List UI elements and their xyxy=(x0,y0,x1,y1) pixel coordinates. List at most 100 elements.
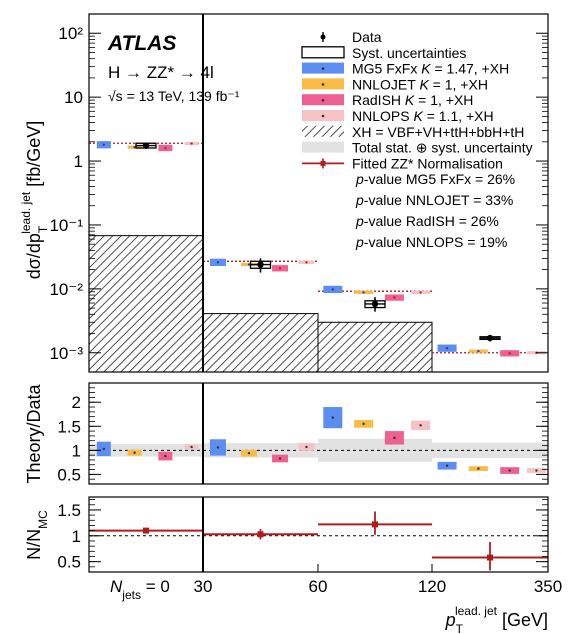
ratio-total-uncertainty-band xyxy=(432,442,548,459)
legend-syst-box xyxy=(301,46,345,59)
pvalue-label: p-value NNLOPS = 19% xyxy=(355,234,507,250)
legend-label: NNLOPS K = 1.1, +XH xyxy=(352,108,494,124)
legend-label: Fitted ZZ* Normalisation xyxy=(352,155,503,171)
main-y-axis-label: dσ/dpTlead. jet [fb/GeV] xyxy=(19,121,50,280)
njets-value: = 0 xyxy=(141,577,170,596)
prediction-marker xyxy=(164,146,167,150)
legend-fitted-marker xyxy=(320,160,326,166)
xh-hatched-bin xyxy=(88,235,204,373)
prediction-marker xyxy=(362,291,365,294)
ratio-prediction-marker xyxy=(393,436,396,440)
pvalue-label: p-value RadISH = 26% xyxy=(355,213,499,229)
main-y-axis-label-sub: T xyxy=(36,225,50,233)
legend-label: Syst. uncertainties xyxy=(352,45,466,61)
data-point xyxy=(371,300,379,308)
ratio-prediction-marker xyxy=(216,446,220,449)
legend-color-dot xyxy=(321,83,325,86)
y-tick-label: 10⁻³ xyxy=(49,344,83,363)
prediction-marker xyxy=(278,267,282,270)
njets-symbol: N xyxy=(110,577,123,596)
norm-y-tick-label: 1.5 xyxy=(57,501,81,520)
pvalue-label: p-value NNLOJET = 33% xyxy=(355,192,513,208)
legend-color-dot xyxy=(321,67,325,70)
pvalue-prefix: p xyxy=(355,213,364,229)
prediction-marker xyxy=(419,291,422,294)
legend-label-rest: = 1.1, +XH xyxy=(423,108,494,124)
process-label: H → ZZ* → 4l xyxy=(108,63,214,82)
x-tick-label: 120 xyxy=(418,577,446,596)
prediction-marker xyxy=(508,352,511,355)
experiment-label: ATLAS xyxy=(107,32,176,55)
ratio-total-uncertainty-band xyxy=(203,443,318,458)
ratio-prediction-marker xyxy=(477,467,480,470)
ratio-prediction-marker xyxy=(535,469,538,472)
legend-grey-box xyxy=(302,141,344,153)
legend-label: RadISH K = 1, +XH xyxy=(352,92,473,108)
norm-y-tick-label: 1 xyxy=(72,527,81,546)
x-axis-label-unit: [GeV] xyxy=(497,610,548,630)
ratio-y-tick-label: 0.5 xyxy=(57,465,81,484)
main-frame xyxy=(88,13,549,373)
x-axis-label-sup: lead. jet xyxy=(455,604,498,618)
legend-label: Data xyxy=(352,29,382,45)
norm-point xyxy=(257,531,264,538)
norm-point xyxy=(143,527,149,534)
data-point xyxy=(486,334,494,342)
ratio-prediction-marker xyxy=(362,422,365,426)
legend-label-italic: K xyxy=(421,61,431,77)
norm-y-axis-label: N/NMC xyxy=(24,510,50,560)
xh-hatched-bin xyxy=(317,321,433,373)
prediction-marker xyxy=(445,346,449,350)
prediction-marker xyxy=(247,263,251,266)
data-point xyxy=(257,261,264,268)
prediction-marker xyxy=(477,349,480,353)
legend-label-italic: K xyxy=(413,108,423,124)
legend-label-rest: = 1, +XH xyxy=(429,76,488,92)
legend-color-dot xyxy=(321,114,325,118)
pvalue-prefix: p xyxy=(355,192,364,208)
y-tick-label: 10⁻² xyxy=(49,280,83,299)
x-axis-label: pTlead. jet [GeV] xyxy=(445,604,548,634)
main-panel: 10⁻³ 10⁻² 10⁻¹ 1 10 10² dσ/dpTlead. jet [fb/Ge… xyxy=(19,13,549,373)
main-y-axis-label-sup: lead. jet xyxy=(19,191,33,234)
ratio-prediction-marker xyxy=(508,469,511,472)
ratio-frame xyxy=(88,382,549,485)
norm-point xyxy=(372,521,378,528)
prediction-marker xyxy=(393,296,396,299)
ratio-prediction-marker xyxy=(445,464,449,467)
ratio-prediction-marker xyxy=(419,424,422,427)
ratio-y-tick-label: 1 xyxy=(72,441,81,460)
norm-y-tick-label: 0.5 xyxy=(57,553,81,572)
ratio-prediction-marker xyxy=(278,457,282,460)
legend-label-rest: = 1, +XH xyxy=(414,92,473,108)
prediction-marker xyxy=(216,261,220,264)
y-tick-label: 10⁻¹ xyxy=(49,216,83,235)
ratio-y-tick-label: 1.5 xyxy=(57,417,81,436)
legend-label-italic: K xyxy=(419,76,429,92)
x-tick-label: 60 xyxy=(309,577,328,596)
ratio-y-axis-label: Theory/Data xyxy=(24,383,44,483)
ratio-prediction-marker xyxy=(247,452,251,455)
legend-label: NNLOJET K = 1, +XH xyxy=(352,76,488,92)
pvalue-label: p-value MG5 FxFx = 26% xyxy=(355,171,515,187)
pvalue-text: -value MG5 FxFx = 26% xyxy=(364,171,515,187)
legend-data-marker xyxy=(320,34,326,40)
legend-label-rest: = 1.47, +XH xyxy=(431,61,510,77)
pvalue-text: -value NNLOPS = 19% xyxy=(364,234,508,250)
pvalue-text: -value RadISH = 26% xyxy=(364,213,499,229)
norm-point xyxy=(487,554,493,561)
legend-hatch-box xyxy=(302,125,344,137)
prediction-marker xyxy=(133,145,136,149)
ratio-prediction-marker xyxy=(331,416,335,419)
legend-label-italic: K xyxy=(405,92,415,108)
energy-lumi-label: √s = 13 TeV, 139 fb⁻¹ xyxy=(108,88,240,104)
x-tick-label: 30 xyxy=(194,577,213,596)
ratio-prediction-marker xyxy=(305,445,308,449)
x-axis-label-sub: T xyxy=(456,622,464,634)
y-tick-label: 10 xyxy=(64,88,83,107)
norm-y-axis-label-sub: MC xyxy=(36,510,50,529)
njets-sub: jets xyxy=(121,588,141,602)
legend-label: MG5 FxFx K = 1.47, +XH xyxy=(352,61,509,77)
